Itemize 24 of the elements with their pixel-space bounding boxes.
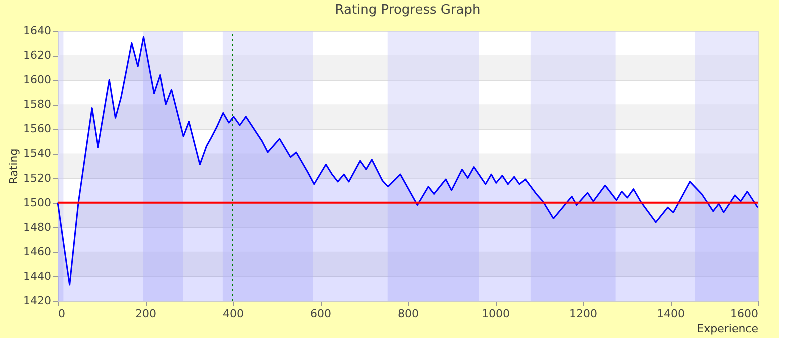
x-tick-label: 800 [398, 308, 419, 320]
y-tick-label: 1640 [24, 24, 52, 38]
x-tick-label: 1400 [657, 308, 685, 320]
y-tick-label: 1560 [24, 122, 52, 136]
x-axis-title: Experience [697, 322, 759, 336]
y-axis-title: Rating [8, 148, 21, 184]
x-tick-label: 1000 [482, 308, 510, 320]
x-tick-label: 400 [223, 308, 244, 320]
x-tick-label: 1200 [570, 308, 598, 320]
y-tick-label: 1600 [24, 74, 52, 87]
x-tick-label: 1600 [730, 308, 758, 320]
y-tick-label: 1620 [24, 49, 52, 62]
y-tick-label: 1440 [24, 270, 52, 283]
y-tick-label: 1500 [24, 196, 52, 210]
y-tick-label: 1580 [24, 98, 52, 112]
y-tick-label: 1520 [24, 172, 52, 185]
y-tick-label: 1460 [24, 245, 52, 258]
y-tick-label: 1420 [24, 294, 52, 308]
x-tick-label: 200 [136, 308, 156, 320]
chart-title: Rating Progress Graph [335, 3, 481, 18]
x-tick-label: 0 [58, 308, 66, 320]
y-tick-label: 1480 [24, 220, 52, 234]
y-tick-label: 1540 [24, 147, 52, 160]
x-tick-label: 600 [310, 308, 332, 320]
